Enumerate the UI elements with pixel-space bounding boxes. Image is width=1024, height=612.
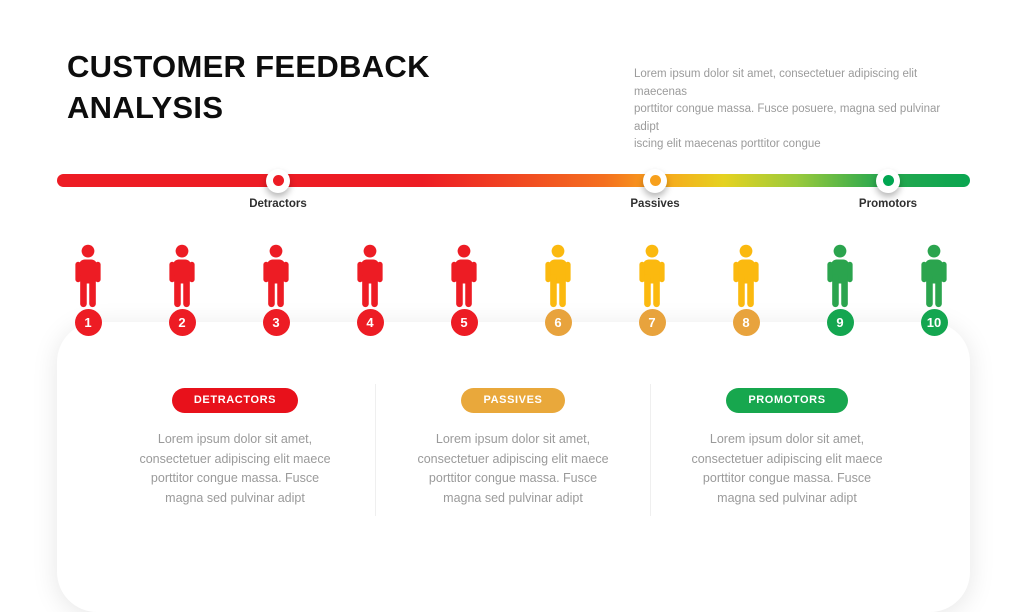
divider	[375, 384, 376, 516]
section-passives: PASSIVES Lorem ipsum dolor sit amet, con…	[387, 388, 639, 508]
person-icon	[540, 244, 576, 308]
person-icon	[916, 244, 952, 308]
person-icon	[728, 244, 764, 308]
section-description: Lorem ipsum dolor sit amet, consectetuer…	[139, 432, 331, 505]
section-description: Lorem ipsum dolor sit amet, consectetuer…	[691, 432, 883, 505]
marker-label: Promotors	[858, 198, 918, 210]
score-column-2: 2	[152, 244, 212, 336]
marker-label: Detractors	[249, 198, 307, 210]
score-badge: 7	[638, 309, 666, 336]
summary-card: DETRACTORS Lorem ipsum dolor sit amet, c…	[57, 322, 970, 612]
section-promotors: PROMOTORS Lorem ipsum dolor sit amet, co…	[661, 388, 913, 508]
passives-badge: PASSIVES	[461, 388, 565, 413]
divider	[650, 384, 651, 516]
score-column-6: 6	[528, 244, 588, 336]
score-column-5: 5	[434, 244, 494, 336]
person-icon	[822, 244, 858, 308]
score-badge: 5	[450, 309, 478, 336]
score-column-3: 3	[246, 244, 306, 336]
person-icon	[70, 244, 106, 308]
score-column-8: 8	[716, 244, 776, 336]
intro-paragraph: Lorem ipsum dolor sit amet, consectetuer…	[634, 68, 941, 150]
score-column-7: 7	[622, 244, 682, 336]
promotors-badge: PROMOTORS	[726, 388, 848, 413]
marker-dot	[649, 175, 661, 186]
score-column-9: 9	[810, 244, 870, 336]
detractors-badge: DETRACTORS	[171, 388, 299, 413]
marker-circle	[876, 168, 900, 193]
score-column-4: 4	[340, 244, 400, 336]
section-detractors: DETRACTORS Lorem ipsum dolor sit amet, c…	[109, 388, 361, 508]
person-icon	[258, 244, 294, 308]
marker-circle	[266, 168, 290, 193]
score-badge: 10	[920, 309, 948, 336]
score-badge: 6	[544, 309, 572, 336]
person-icon	[446, 244, 482, 308]
nps-scale: Detractors Passives Promotors	[57, 168, 970, 210]
person-icon	[352, 244, 388, 308]
marker-circle	[643, 168, 667, 193]
section-description: Lorem ipsum dolor sit amet, consectetuer…	[417, 432, 609, 505]
person-icon	[164, 244, 200, 308]
score-badge: 8	[732, 309, 760, 336]
score-badge: 1	[74, 309, 102, 336]
score-badge: 4	[356, 309, 384, 336]
slide-customer-feedback-analysis: { "title": "CUSTOMER FEEDBACK\nANALYSIS"…	[57, 49, 970, 516]
score-badge: 9	[826, 309, 854, 336]
marker-dot	[272, 175, 284, 186]
score-column-1: 1	[58, 244, 118, 336]
marker-dot	[882, 175, 894, 186]
person-icon	[634, 244, 670, 308]
page-title: CUSTOMER FEEDBACK ANALYSIS	[67, 49, 430, 125]
score-badge: 3	[262, 309, 290, 336]
score-column-10: 10	[904, 244, 964, 336]
marker-label: Passives	[630, 198, 680, 210]
score-badge: 2	[168, 309, 196, 336]
gradient-bar	[57, 174, 970, 187]
